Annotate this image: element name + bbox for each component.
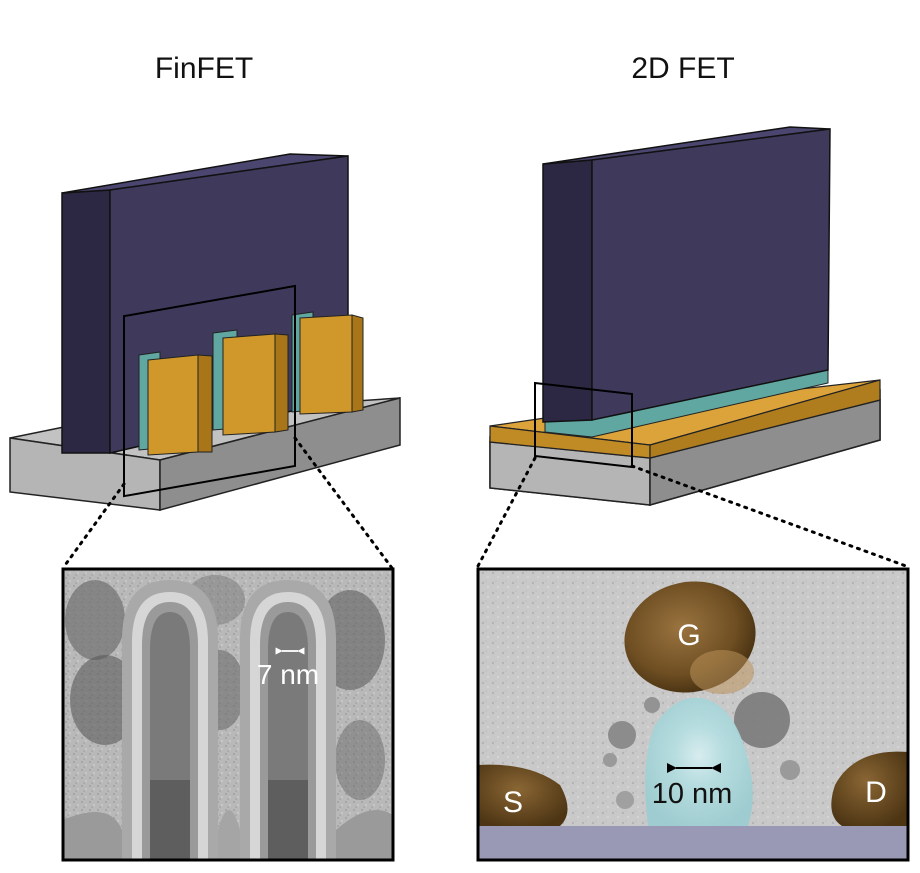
finfet-title: FinFET [155, 52, 253, 85]
finfet-zoom-box [123, 284, 296, 498]
fin-3 [299, 314, 353, 415]
finfet-zoom-line-right [293, 436, 394, 570]
fin-1 [147, 354, 199, 456]
2d-fet-3d-model [489, 126, 881, 506]
2d-fet-title: 2D FET [631, 52, 734, 85]
tem-drain [831, 751, 908, 826]
2d-fet-zoom-line-right [630, 464, 908, 568]
tem-source [478, 764, 568, 826]
drain-label: D [865, 776, 887, 809]
2d-fet-gate [591, 128, 831, 421]
2d-fet-gate-side [542, 159, 593, 423]
fin-2 [222, 333, 276, 436]
finfet-zoom-line-left [61, 482, 126, 570]
source-label: S [503, 786, 523, 819]
tem-substrate [478, 826, 908, 860]
finfet-measurement-label: 7 nm [257, 659, 319, 690]
tem-channel [645, 697, 753, 826]
finfet-tem-image: 7 nm [61, 567, 395, 862]
2d-fet-measurement-label: 10 nm [652, 778, 733, 810]
finfet-3d-model [9, 153, 401, 511]
finfet-gate-side [61, 189, 111, 454]
2d-fet-tem-image: G S D 10 nm [476, 567, 910, 862]
gate-label: G [677, 619, 700, 652]
